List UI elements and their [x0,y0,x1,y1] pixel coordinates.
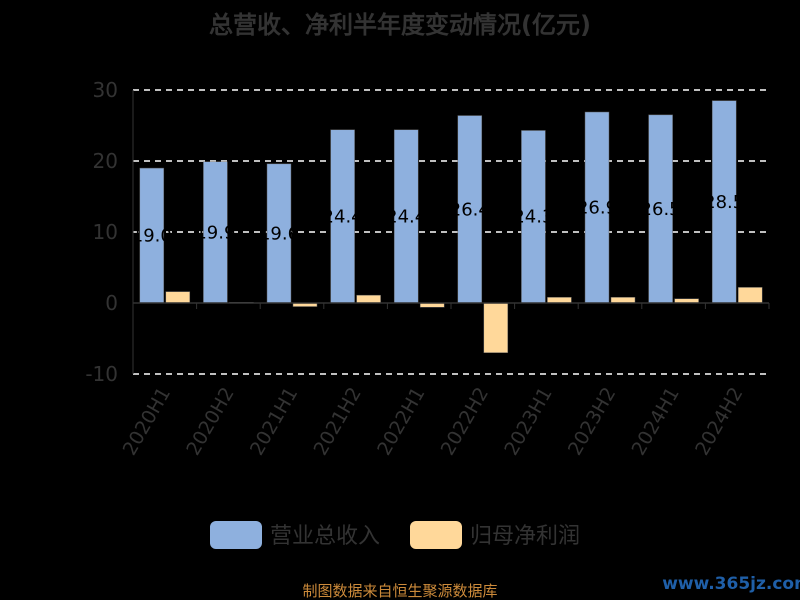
y-tick-label: 20 [93,149,118,173]
x-tick-label: 2022H1 [373,384,429,460]
x-axis: 2020H1 2020H2 2021H1 2021H2 2022H1 2022H2 2023… [119,302,770,460]
legend-label-0: 营业总收入 [270,524,380,549]
y-tick-label: -10 [85,362,118,386]
source-note: 制图数据来自恒生聚源数据库 [302,582,497,600]
data-labels: 19.0 19.9 19.6 24.4 24.4 26.4 24.3 26.9 26.5 28.5 [132,192,744,247]
profit-bar-2021H2 [356,294,381,304]
bars [139,100,763,353]
data-label-2022H2: 26.4 [450,199,490,220]
data-label-2024H1: 26.5 [641,199,681,220]
profit-bar-2022H2 [483,302,509,353]
profit-bar-2023H1 [547,297,572,304]
data-label-2024H2: 28.5 [704,192,744,213]
data-label-2021H1: 19.6 [259,223,299,244]
y-tick-label: 0 [105,291,118,315]
data-label-2021H2: 24.4 [323,206,363,227]
revenue-bar-2023H2 [584,111,610,304]
data-label-2023H2: 26.9 [577,198,617,219]
x-tick-label: 2021H2 [310,384,366,460]
x-tick-label: 2023H1 [500,384,556,460]
legend-swatch-1 [410,521,462,549]
data-label-2020H1: 19.0 [132,226,172,247]
revenue-bar-2024H2 [711,100,737,304]
chart-title: 总营收、净利半年度变动情况(亿元) [209,11,591,39]
y-axis: 30 20 10 0 -10 [85,78,134,386]
legend: 营业总收入 归母净利润 [210,521,580,549]
data-label-2023H1: 24.3 [513,207,553,228]
x-tick-label: 2023H2 [564,384,620,460]
revenue-bar-2021H1 [266,163,292,304]
x-tick-label: 2020H2 [182,384,238,460]
revenue-bar-2020H1 [139,167,165,304]
legend-label-1: 归母净利润 [470,524,580,549]
x-tick-label: 2020H1 [119,384,175,460]
y-tick-label: 30 [93,78,118,102]
data-label-2022H1: 24.4 [386,206,426,227]
data-label-2020H2: 19.9 [195,222,235,243]
profit-bar-2020H1 [165,291,191,304]
x-tick-label: 2024H1 [628,384,684,460]
legend-swatch-0 [210,521,262,549]
watermark: www.365jz.com [662,574,800,594]
profit-bar-2023H2 [610,297,636,304]
profit-bar-2024H2 [737,287,763,304]
x-tick-label: 2022H2 [437,384,493,460]
revenue-bar-2023H1 [521,130,546,304]
revenue-bar-2024H1 [648,114,673,304]
x-tick-label: 2024H2 [691,384,747,460]
y-tick-label: 10 [93,220,118,244]
x-tick-label: 2021H1 [246,384,302,460]
